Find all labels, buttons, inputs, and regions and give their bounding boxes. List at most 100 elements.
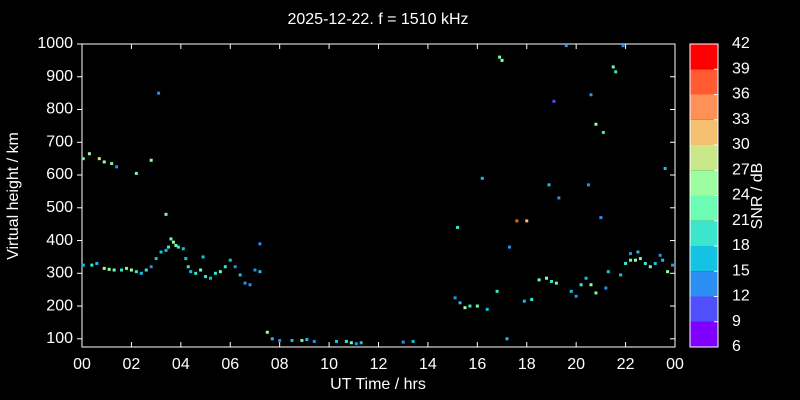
chart-title: 2025-12-22. f = 1510 kHz (287, 11, 468, 28)
colorbar-tick-label: 6 (732, 338, 741, 355)
data-point (587, 183, 591, 187)
data-point (213, 271, 217, 275)
colorbar-segment (690, 195, 718, 221)
data-point (312, 339, 316, 343)
data-point (671, 263, 675, 267)
data-point (290, 338, 294, 342)
data-point (90, 263, 94, 267)
data-point (411, 339, 415, 343)
data-point (149, 158, 153, 162)
data-point (144, 268, 148, 272)
y-tick-label: 700 (46, 133, 73, 150)
data-point (661, 258, 665, 262)
data-point (115, 165, 119, 169)
colorbar-tick-label: 27 (732, 161, 750, 178)
data-point (344, 339, 348, 343)
colorbar-label: SNR / dB (749, 163, 766, 230)
data-point (629, 252, 633, 256)
data-point (171, 240, 175, 244)
data-point (453, 296, 457, 300)
data-point (176, 245, 180, 249)
data-point (81, 263, 85, 267)
data-point (525, 219, 529, 223)
colorbar-tick-label: 30 (732, 136, 750, 153)
colorbar-segment (690, 44, 718, 70)
data-point (604, 286, 608, 290)
colorbar-tick-label: 42 (732, 35, 750, 52)
data-point (530, 298, 534, 302)
data-point (181, 247, 185, 251)
data-point (653, 261, 657, 265)
data-point (300, 338, 304, 342)
data-point (258, 242, 262, 246)
data-point (166, 245, 170, 249)
data-point (456, 225, 460, 229)
colorbar-segment (690, 246, 718, 272)
colorbar-tick-label: 33 (732, 111, 750, 128)
data-point (549, 279, 553, 283)
x-tick-label: 06 (221, 356, 239, 373)
x-tick-label: 00 (666, 356, 684, 373)
x-tick-label: 10 (320, 356, 338, 373)
x-tick-label: 02 (123, 356, 141, 373)
data-point (552, 99, 556, 103)
data-point (129, 268, 133, 272)
data-point (537, 278, 541, 282)
data-point (97, 157, 101, 161)
data-point (233, 265, 237, 269)
data-point (164, 212, 168, 216)
data-point (124, 266, 128, 270)
data-point (594, 291, 598, 295)
data-point (164, 248, 168, 252)
colorbar-segment (690, 296, 718, 322)
data-point (584, 276, 588, 280)
data-point (223, 265, 227, 269)
y-tick-label: 600 (46, 166, 73, 183)
data-point (564, 44, 568, 48)
data-point (611, 65, 615, 69)
data-point (498, 55, 502, 59)
data-point (579, 283, 583, 287)
data-point (638, 257, 642, 261)
data-point (110, 162, 114, 166)
data-point (505, 337, 509, 341)
data-point (636, 250, 640, 254)
colorbar-segment (690, 271, 718, 297)
data-point (500, 58, 504, 62)
data-point (139, 271, 143, 275)
colorbar-tick-label: 15 (732, 262, 750, 279)
x-tick-label: 08 (271, 356, 289, 373)
x-tick-label: 12 (370, 356, 388, 373)
colorbar-tick-label: 24 (732, 187, 750, 204)
data-point (663, 166, 667, 170)
colorbar-tick-label: 36 (732, 86, 750, 103)
data-point (545, 276, 549, 280)
colorbar-segment (690, 220, 718, 246)
y-tick-label: 900 (46, 68, 73, 85)
data-point (149, 265, 153, 269)
colorbar-tick-label: 39 (732, 60, 750, 77)
x-tick-label: 16 (468, 356, 486, 373)
colorbar-segment (690, 170, 718, 196)
data-point (208, 276, 212, 280)
plot-area (81, 43, 676, 348)
y-tick-label: 200 (46, 297, 73, 314)
data-point (334, 339, 338, 343)
x-tick-label: 14 (419, 356, 437, 373)
data-point (201, 255, 205, 259)
data-point (270, 337, 274, 341)
colorbar-segment (690, 145, 718, 171)
y-tick-label: 100 (46, 330, 73, 347)
data-point (248, 283, 252, 287)
data-point (218, 270, 222, 274)
data-point (354, 342, 358, 346)
data-point (194, 271, 198, 275)
data-point (666, 270, 670, 274)
data-point (134, 270, 138, 274)
data-point (401, 340, 405, 344)
colorbar-tick-label: 18 (732, 237, 750, 254)
data-point (621, 44, 625, 48)
data-point (554, 281, 558, 285)
data-point (485, 307, 489, 311)
data-point (507, 245, 511, 249)
